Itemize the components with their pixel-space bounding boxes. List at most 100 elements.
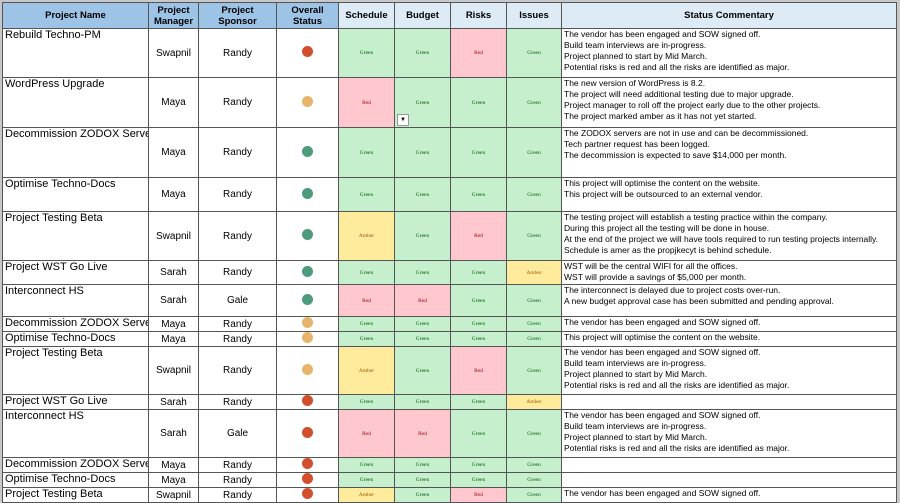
project-name-cell[interactable]: Optimise Techno-Docs bbox=[2, 177, 149, 212]
status-commentary-cell[interactable]: The ZODOX servers are not in use and can… bbox=[561, 127, 897, 178]
risks-rag-cell[interactable]: Red bbox=[450, 211, 507, 261]
status-commentary-cell[interactable] bbox=[561, 457, 897, 473]
project-name-cell[interactable]: Decommission ZODOX Servers bbox=[2, 457, 149, 473]
project-sponsor-cell[interactable]: Randy bbox=[198, 211, 277, 261]
status-commentary-cell[interactable]: The vendor has been engaged and SOW sign… bbox=[561, 316, 897, 332]
status-commentary-cell[interactable]: This project will optimise the content o… bbox=[561, 331, 897, 347]
schedule-rag-cell[interactable]: Red bbox=[338, 409, 395, 458]
status-commentary-cell[interactable]: The vendor has been engaged and SOW sign… bbox=[561, 409, 897, 458]
project-sponsor-cell[interactable]: Gale bbox=[198, 284, 277, 317]
overall-status-cell[interactable] bbox=[276, 127, 339, 178]
status-commentary-cell[interactable] bbox=[561, 472, 897, 488]
project-manager-cell[interactable]: Sarah bbox=[148, 260, 199, 285]
overall-status-cell[interactable] bbox=[276, 457, 339, 473]
issues-rag-cell[interactable]: Green bbox=[506, 472, 562, 488]
project-manager-cell[interactable]: Maya bbox=[148, 331, 199, 347]
issues-rag-cell[interactable]: Green bbox=[506, 211, 562, 261]
risks-rag-cell[interactable]: Red bbox=[450, 487, 507, 503]
status-commentary-cell[interactable]: The vendor has been engaged and SOW sign… bbox=[561, 487, 897, 503]
project-sponsor-cell[interactable]: Randy bbox=[198, 127, 277, 178]
project-manager-cell[interactable]: Maya bbox=[148, 127, 199, 178]
schedule-rag-cell[interactable]: Green bbox=[338, 260, 395, 285]
budget-rag-cell[interactable]: Green bbox=[394, 28, 451, 78]
issues-rag-cell[interactable]: Green bbox=[506, 487, 562, 503]
project-sponsor-cell[interactable]: Gale bbox=[198, 409, 277, 458]
risks-rag-cell[interactable]: Green bbox=[450, 394, 507, 410]
header-overall-status[interactable]: Overall Status bbox=[276, 2, 339, 29]
schedule-rag-cell[interactable]: Green bbox=[338, 457, 395, 473]
header-risks[interactable]: Risks bbox=[450, 2, 507, 29]
schedule-rag-cell[interactable]: Green bbox=[338, 316, 395, 332]
issues-rag-cell[interactable]: Amber bbox=[506, 260, 562, 285]
schedule-rag-cell[interactable]: Green bbox=[338, 127, 395, 178]
project-manager-cell[interactable]: Sarah bbox=[148, 394, 199, 410]
risks-rag-cell[interactable]: Green bbox=[450, 284, 507, 317]
schedule-rag-cell[interactable]: Amber bbox=[338, 211, 395, 261]
project-manager-cell[interactable]: Maya bbox=[148, 177, 199, 212]
project-sponsor-cell[interactable]: Randy bbox=[198, 394, 277, 410]
risks-rag-cell[interactable]: Green bbox=[450, 409, 507, 458]
issues-rag-cell[interactable]: Green bbox=[506, 409, 562, 458]
risks-rag-cell[interactable]: Green bbox=[450, 457, 507, 473]
status-commentary-cell[interactable]: The interconnect is delayed due to proje… bbox=[561, 284, 897, 317]
budget-rag-cell[interactable]: Green bbox=[394, 177, 451, 212]
issues-rag-cell[interactable]: Green bbox=[506, 28, 562, 78]
risks-rag-cell[interactable]: Red bbox=[450, 28, 507, 78]
project-manager-cell[interactable]: Swapnil bbox=[148, 346, 199, 395]
budget-rag-cell[interactable]: Green bbox=[394, 346, 451, 395]
overall-status-cell[interactable] bbox=[276, 316, 339, 332]
project-sponsor-cell[interactable]: Randy bbox=[198, 457, 277, 473]
schedule-rag-cell[interactable]: Green bbox=[338, 28, 395, 78]
project-manager-cell[interactable]: Maya bbox=[148, 316, 199, 332]
schedule-rag-cell[interactable]: Green bbox=[338, 331, 395, 347]
project-manager-cell[interactable]: Swapnil bbox=[148, 211, 199, 261]
overall-status-cell[interactable] bbox=[276, 28, 339, 78]
project-manager-cell[interactable]: Swapnil bbox=[148, 487, 199, 503]
project-name-cell[interactable]: Project Testing Beta bbox=[2, 211, 149, 261]
overall-status-cell[interactable] bbox=[276, 409, 339, 458]
risks-rag-cell[interactable]: Red bbox=[450, 346, 507, 395]
project-name-cell[interactable]: Decommission ZODOX Servers bbox=[2, 127, 149, 178]
risks-rag-cell[interactable]: Green bbox=[450, 77, 507, 128]
budget-rag-cell[interactable]: Red bbox=[394, 409, 451, 458]
project-sponsor-cell[interactable]: Randy bbox=[198, 346, 277, 395]
risks-rag-cell[interactable]: Green bbox=[450, 127, 507, 178]
budget-rag-cell[interactable]: Green bbox=[394, 260, 451, 285]
project-name-cell[interactable]: Project WST Go Live bbox=[2, 394, 149, 410]
project-sponsor-cell[interactable]: Randy bbox=[198, 177, 277, 212]
project-sponsor-cell[interactable]: Randy bbox=[198, 472, 277, 488]
issues-rag-cell[interactable]: Green bbox=[506, 457, 562, 473]
project-name-cell[interactable]: Optimise Techno-Docs bbox=[2, 472, 149, 488]
project-sponsor-cell[interactable]: Randy bbox=[198, 316, 277, 332]
budget-rag-cell[interactable]: Green bbox=[394, 127, 451, 178]
status-commentary-cell[interactable]: The testing project will establish a tes… bbox=[561, 211, 897, 261]
project-name-cell[interactable]: Decommission ZODOX Servers bbox=[2, 316, 149, 332]
risks-rag-cell[interactable]: Green bbox=[450, 316, 507, 332]
schedule-rag-cell[interactable]: Red bbox=[338, 284, 395, 317]
status-commentary-cell[interactable]: This project will optimise the content o… bbox=[561, 177, 897, 212]
project-manager-cell[interactable]: Swapnil bbox=[148, 28, 199, 78]
schedule-rag-cell[interactable]: Green bbox=[338, 472, 395, 488]
project-sponsor-cell[interactable]: Randy bbox=[198, 28, 277, 78]
status-commentary-cell[interactable] bbox=[561, 394, 897, 410]
project-name-cell[interactable]: Project Testing Beta bbox=[2, 346, 149, 395]
header-budget[interactable]: Budget bbox=[394, 2, 451, 29]
budget-rag-cell[interactable]: Green bbox=[394, 472, 451, 488]
header-schedule[interactable]: Schedule bbox=[338, 2, 395, 29]
overall-status-cell[interactable] bbox=[276, 211, 339, 261]
risks-rag-cell[interactable]: Green bbox=[450, 331, 507, 347]
status-commentary-cell[interactable]: The vendor has been engaged and SOW sign… bbox=[561, 346, 897, 395]
overall-status-cell[interactable] bbox=[276, 472, 339, 488]
risks-rag-cell[interactable]: Green bbox=[450, 260, 507, 285]
issues-rag-cell[interactable]: Amber bbox=[506, 394, 562, 410]
schedule-rag-cell[interactable]: Amber bbox=[338, 487, 395, 503]
budget-rag-cell[interactable]: Green bbox=[394, 316, 451, 332]
status-commentary-cell[interactable]: The new version of WordPress is 8.2. The… bbox=[561, 77, 897, 128]
project-name-cell[interactable]: Interconnect HS bbox=[2, 284, 149, 317]
schedule-rag-cell[interactable]: Green bbox=[338, 394, 395, 410]
dropdown-arrow-icon[interactable]: ▼ bbox=[397, 114, 409, 126]
budget-rag-cell[interactable]: Green bbox=[394, 211, 451, 261]
project-name-cell[interactable]: Project WST Go Live bbox=[2, 260, 149, 285]
issues-rag-cell[interactable]: Green bbox=[506, 127, 562, 178]
overall-status-cell[interactable] bbox=[276, 284, 339, 317]
